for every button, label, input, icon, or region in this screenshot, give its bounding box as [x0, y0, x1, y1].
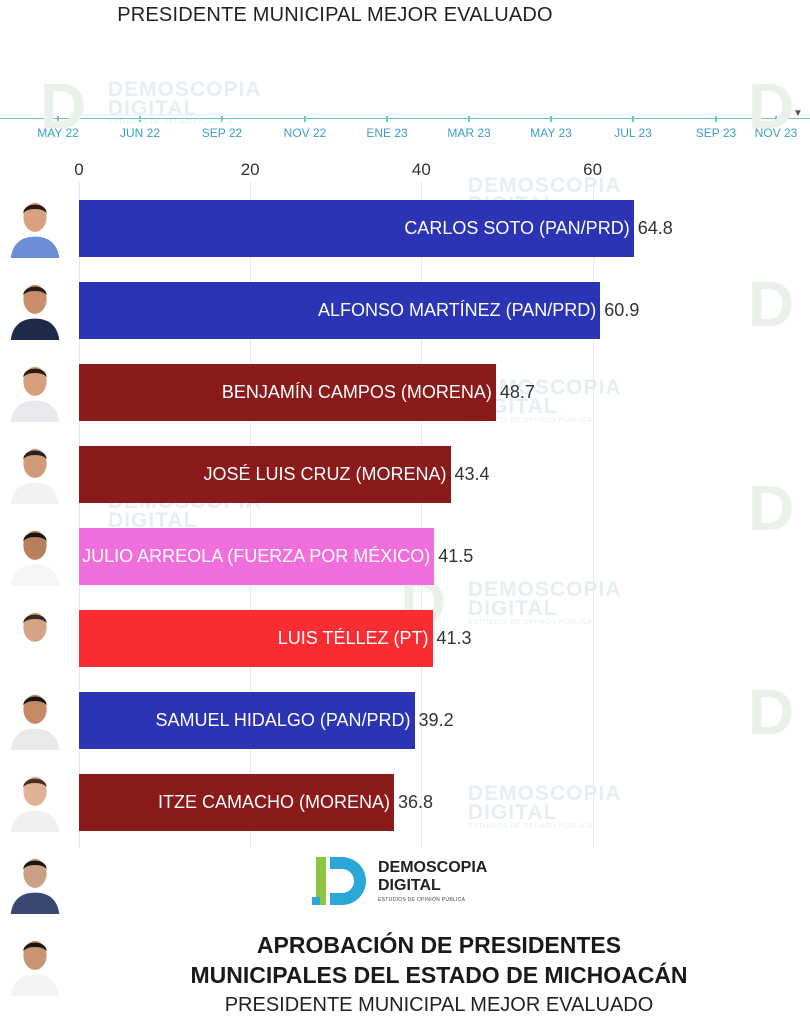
- candidate-photo: [10, 612, 60, 668]
- timeline-tick: [139, 116, 141, 122]
- bar-label: SAMUEL HIDALGO (PAN/PRD): [155, 710, 411, 730]
- timeline-tick: [715, 116, 717, 122]
- watermark-d-icon: D: [748, 70, 795, 142]
- logo-d-icon: [312, 857, 366, 905]
- logo-tagline: ESTUDIOS DE OPINIÓN PÚBLICA: [378, 897, 466, 903]
- logo-line1: DEMOSCOPIA: [378, 859, 488, 876]
- timeline-tick: [57, 116, 59, 122]
- bar: [79, 200, 634, 257]
- bar-label: CARLOS SOTO (PAN/PRD): [404, 218, 630, 238]
- timeline-label: MAY 22: [37, 126, 79, 140]
- gridline: [79, 182, 80, 848]
- bar-value-label: 43.4: [454, 464, 490, 484]
- bar-value-label: 36.8: [398, 792, 434, 812]
- candidate-photo: [10, 284, 60, 340]
- timeline-tick: [775, 116, 777, 122]
- axis-tick-label: 60: [583, 160, 603, 179]
- bar-value-label: 41.5: [438, 546, 474, 566]
- candidate-photo: [10, 694, 60, 750]
- bar-value-label: 39.2: [418, 710, 454, 730]
- bar-value-label: 48.7: [499, 382, 535, 402]
- top-title: PRESIDENTE MUNICIPAL MEJOR EVALUADO: [117, 4, 553, 26]
- timeline-label: NOV 23: [754, 126, 798, 140]
- candidate-photo: [10, 530, 60, 586]
- candidate-photo: [10, 776, 60, 832]
- gridline: [250, 182, 252, 848]
- timeline-label: NOV 22: [283, 126, 327, 140]
- watermark-d-icon: D: [748, 472, 795, 544]
- timeline-label: JUL 23: [614, 126, 652, 140]
- gridline: [421, 182, 423, 848]
- bar: [79, 364, 496, 421]
- bar-value-label: 41.3: [436, 628, 472, 648]
- timeline-tick: [304, 116, 306, 122]
- candidate-photo: [10, 858, 60, 914]
- bar-label: BENJAMÍN CAMPOS (MORENA): [221, 382, 492, 402]
- timeline-line: [0, 118, 810, 119]
- bar-label: LUIS TÉLLEZ (PT): [277, 628, 429, 648]
- timeline-tick: [550, 116, 552, 122]
- footer-subtitle: PRESIDENTE MUNICIPAL MEJOR EVALUADO: [224, 994, 654, 1016]
- bar: [79, 528, 435, 585]
- bar-value-label: 60.9: [604, 300, 640, 320]
- timeline-label: ENE 23: [366, 126, 408, 140]
- candidate-photo: [10, 448, 60, 504]
- timeline-tick: [386, 116, 388, 122]
- bar: [79, 446, 451, 503]
- bar-label: JOSÉ LUIS CRUZ (MORENA): [203, 464, 447, 484]
- bar-label: ITZE CAMACHO (MORENA): [158, 792, 390, 812]
- watermark-d-icon: D: [748, 676, 795, 748]
- candidate-photo: [10, 366, 60, 422]
- axis-tick-label: 20: [240, 160, 260, 179]
- axis-tick-label: 0: [74, 160, 84, 179]
- bar: [79, 282, 601, 339]
- timeline-label: JUN 22: [119, 126, 161, 140]
- timeline-tick: [468, 116, 470, 122]
- timeline-label: SEP 22: [201, 126, 243, 140]
- gridline: [592, 182, 594, 848]
- timeline-label: MAY 23: [530, 126, 572, 140]
- bar: [79, 774, 394, 831]
- timeline-tick: [632, 116, 634, 122]
- candidate-photo: [10, 940, 60, 996]
- timeline-end-marker-icon: ▼: [793, 108, 803, 119]
- bar: [79, 610, 433, 667]
- candidate-photo: [10, 202, 60, 258]
- bar-label: JULIO ARREOLA (FUERZA POR MÉXICO): [82, 546, 431, 566]
- axis-tick-label: 40: [411, 160, 431, 179]
- watermark-d-icon: D: [748, 268, 795, 340]
- bar-label: ALFONSO MARTÍNEZ (PAN/PRD): [317, 300, 597, 320]
- timeline-label: MAR 23: [447, 126, 491, 140]
- demoscopia-logo: DEMOSCOPIA DIGITAL ESTUDIOS DE OPINIÓN P…: [312, 853, 502, 909]
- footer-panel: [68, 852, 810, 1024]
- logo-line2: DIGITAL: [378, 877, 441, 894]
- bar-value-label: 64.8: [637, 218, 673, 238]
- bar: [79, 692, 415, 749]
- footer-title-line2: MUNICIPALES DEL ESTADO DE MICHOACÁN: [190, 962, 688, 988]
- timeline-label: SEP 23: [695, 126, 737, 140]
- watermark-d-icon: D: [40, 70, 87, 142]
- footer-title-line1: APROBACIÓN DE PRESIDENTES: [256, 932, 622, 958]
- timeline-tick: [221, 116, 223, 122]
